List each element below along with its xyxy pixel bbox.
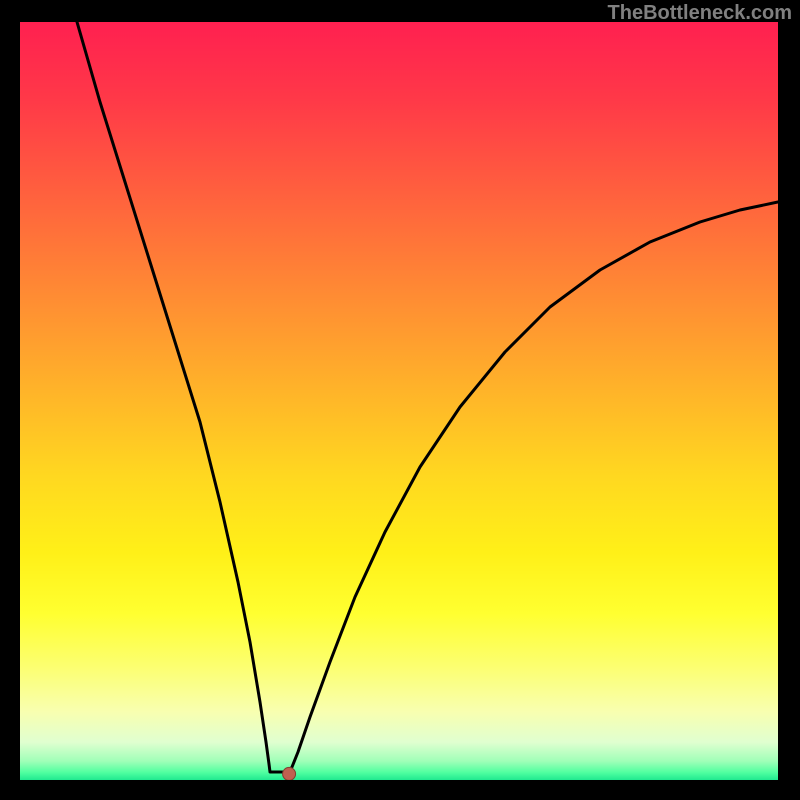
watermark-text: TheBottleneck.com xyxy=(608,2,792,25)
chart-plot-area xyxy=(20,22,778,780)
curve-layer xyxy=(20,22,778,780)
minimum-marker xyxy=(283,767,296,780)
bottleneck-curve xyxy=(77,22,778,772)
